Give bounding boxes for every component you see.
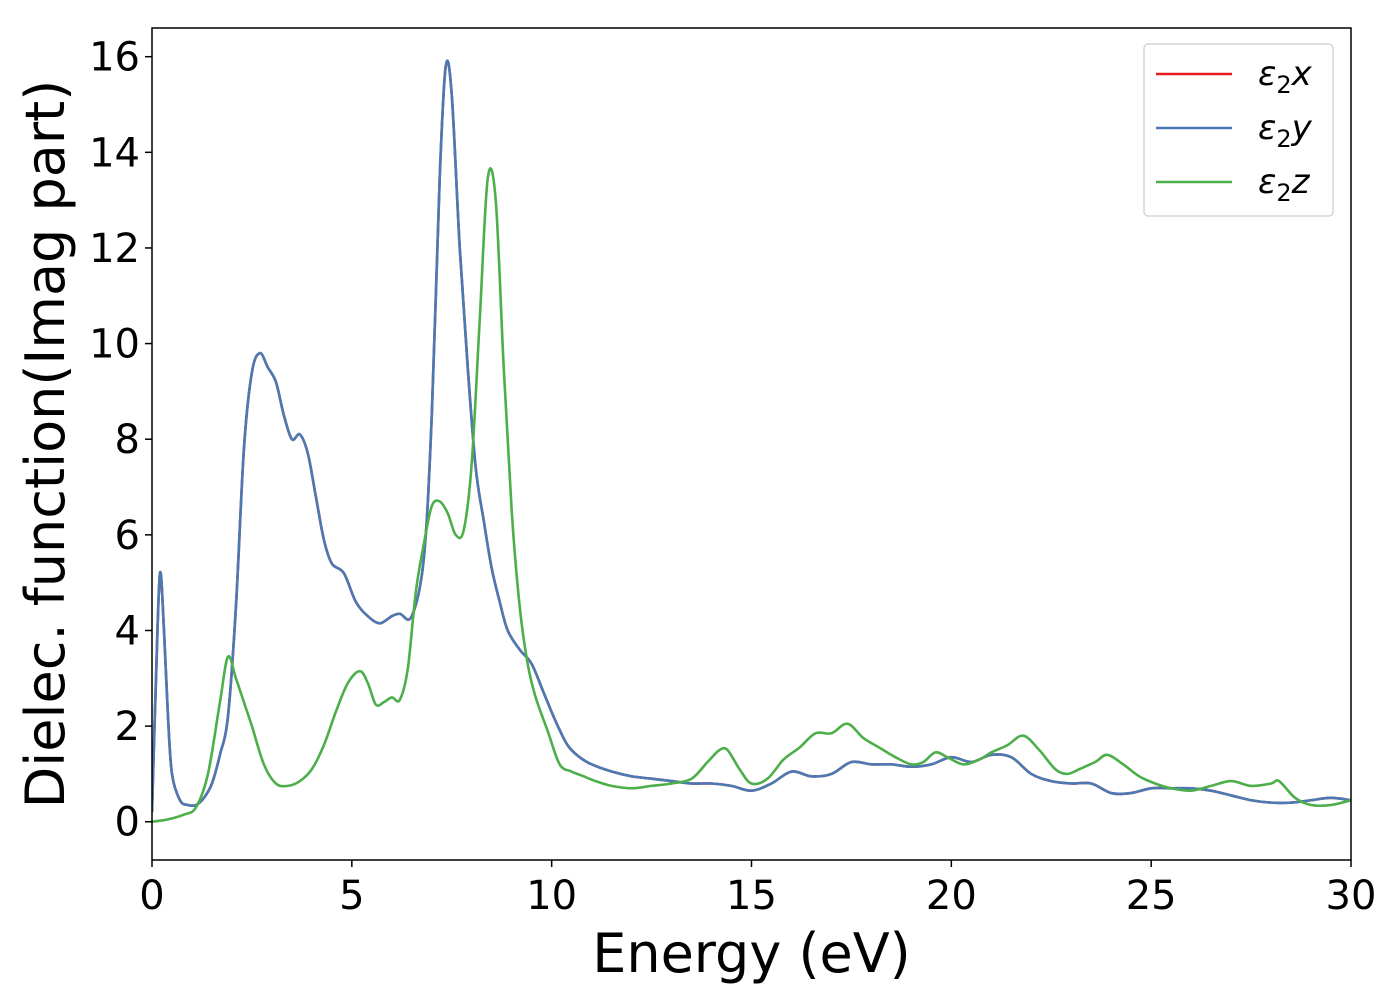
x-tick-label: 20 — [926, 873, 977, 919]
x-tick-label: 25 — [1126, 873, 1177, 919]
y-tick-label: 16 — [89, 35, 140, 81]
x-tick-label: 0 — [139, 873, 164, 919]
x-tick-label: 15 — [726, 873, 777, 919]
legend-label-y: ε2y — [1258, 108, 1313, 153]
series-layer — [152, 59, 1351, 824]
x-axis-ticks: 0 5 10 15 20 25 30 — [139, 860, 1376, 919]
x-tick-label: 5 — [339, 873, 364, 919]
series-line-y — [152, 59, 1351, 813]
y-tick-label: 8 — [115, 417, 140, 463]
x-tick-label: 30 — [1326, 873, 1377, 919]
y-tick-label: 10 — [89, 322, 140, 368]
y-tick-label: 12 — [89, 226, 140, 272]
y-axis-title: Dielec. function(Imag part) — [14, 80, 77, 809]
y-tick-label: 4 — [115, 608, 140, 654]
y-tick-label: 14 — [89, 130, 140, 176]
series-line-z — [152, 167, 1351, 824]
y-tick-label: 2 — [115, 704, 140, 750]
y-tick-label: 0 — [115, 800, 140, 846]
legend-label-z: ε2z — [1258, 162, 1311, 207]
y-axis-ticks: 0 2 4 6 8 10 12 14 16 — [89, 35, 152, 846]
legend-label-x: ε2x — [1258, 54, 1313, 99]
x-axis-title: Energy (eV) — [592, 922, 911, 985]
y-tick-label: 6 — [115, 513, 140, 559]
x-tick-label: 10 — [526, 873, 577, 919]
legend: ε2x ε2y ε2z — [1143, 43, 1334, 217]
legend-box — [1143, 43, 1334, 217]
